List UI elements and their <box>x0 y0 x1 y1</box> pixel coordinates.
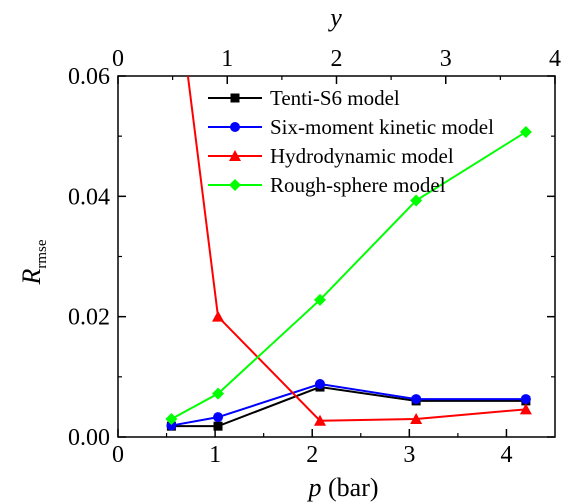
series-1 <box>166 379 531 431</box>
y-tick-label-2: 0.04 <box>68 184 110 210</box>
series-1-point-2 <box>314 379 325 390</box>
x2-tick-label-2: 2 <box>331 46 343 72</box>
x2-tick-label-1: 1 <box>221 46 233 72</box>
series-1-point-1 <box>213 412 224 423</box>
legend-label-3: Rough-sphere model <box>270 173 446 197</box>
x2-tick-label-4: 4 <box>549 46 561 72</box>
legend-marker-1 <box>230 122 240 132</box>
series-2 <box>186 76 532 426</box>
x-axis-title: p (bar) <box>307 473 379 502</box>
legend: Tenti-S6 model Six-moment kinetic model Hy… <box>208 86 494 197</box>
legend-marker-0 <box>230 93 240 103</box>
y-axis-title: Rrmse <box>17 239 50 285</box>
x2-tick-label-3: 3 <box>440 46 452 72</box>
axes: 0 1 2 3 4 0 1 2 3 4 0.00 0.02 0.04 0.06 p (bar) y Rrmse <box>17 3 561 502</box>
x-tick-label-0: 0 <box>112 442 124 468</box>
x2-tick-label-0: 0 <box>112 46 124 72</box>
legend-label-0: Tenti-S6 model <box>270 86 400 110</box>
series-group <box>165 76 532 431</box>
y-tick-label-1: 0.02 <box>68 305 110 331</box>
series-1-point-0 <box>166 420 177 431</box>
series-3-point-4 <box>519 125 532 138</box>
series-1-point-4 <box>520 394 531 405</box>
x-tick-label-2: 2 <box>306 442 318 468</box>
x2-axis-title: y <box>327 3 342 32</box>
series-2-point-3 <box>410 412 423 424</box>
legend-label-2: Hydrodynamic model <box>270 144 454 168</box>
legend-label-1: Six-moment kinetic model <box>270 115 494 139</box>
x-tick-label-1: 1 <box>209 442 221 468</box>
series-3-point-0 <box>165 412 178 425</box>
x-tick-label-3: 3 <box>403 442 415 468</box>
series-3-point-3 <box>410 194 423 207</box>
series-2-point-2 <box>313 414 326 426</box>
y-tick-label-3: 0.06 <box>68 64 110 90</box>
y-tick-label-0: 0.00 <box>68 425 110 451</box>
series-3-point-1 <box>212 387 225 400</box>
legend-marker-2 <box>229 150 241 161</box>
series-0-point-1 <box>213 421 223 431</box>
series-2-point-4 <box>519 403 532 415</box>
legend-marker-3 <box>229 179 241 191</box>
series-2-point-1 <box>212 310 225 322</box>
x-tick-label-4: 4 <box>500 442 512 468</box>
series-3 <box>165 125 532 425</box>
series-3-point-2 <box>313 293 326 306</box>
series-1-point-3 <box>411 394 422 405</box>
